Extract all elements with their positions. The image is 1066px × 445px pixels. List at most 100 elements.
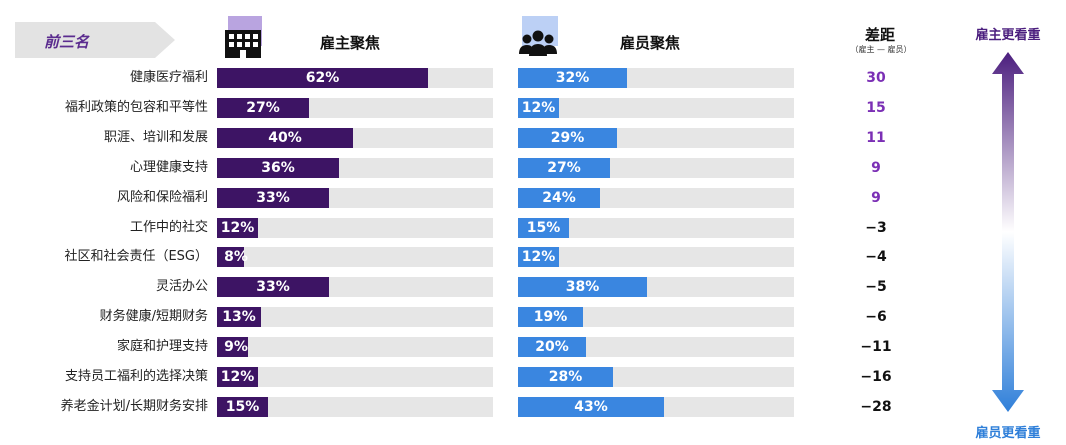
top-three-tag-shape: [15, 22, 175, 58]
employee-bar: [518, 158, 610, 178]
employer-value-label: 8%: [224, 249, 248, 265]
people-icon: [516, 16, 560, 58]
employer-bar: [217, 337, 248, 357]
employee-value-label: 32%: [555, 70, 590, 86]
double-arrow-icon: [992, 52, 1024, 412]
employee-bar-track: 32%: [518, 68, 794, 88]
employer-value-label: 9%: [224, 339, 248, 355]
employee-bar: [518, 337, 586, 357]
employee-value-label: 29%: [550, 130, 585, 146]
employee-bar: [518, 307, 583, 327]
employee-bar-track: 19%: [518, 307, 794, 327]
employer-value-label: 36%: [261, 160, 295, 176]
employer-bar: [217, 397, 268, 417]
employee-bar: [518, 188, 600, 208]
employee-bar: [518, 277, 647, 297]
gap-value: −11: [860, 339, 892, 355]
gap-value: 30: [866, 70, 886, 86]
employer-bar-track: 13%: [217, 307, 493, 327]
employer-bar: [217, 98, 309, 118]
arrow-bottom-label: 雇员更看重: [975, 426, 1041, 441]
employer-bar: [217, 68, 428, 88]
gap-value: −3: [865, 220, 887, 236]
employee-bar: [518, 128, 617, 148]
arrow-top-label: 雇主更看重: [975, 28, 1041, 43]
employer-bar-track: 9%: [217, 337, 493, 357]
gap-value: 9: [871, 160, 881, 176]
gap-subtitle: （雇主 — 雇员）: [850, 45, 912, 54]
employee-bar-track: 38%: [518, 277, 794, 297]
employer-bar-track: 12%: [217, 218, 493, 238]
employee-bar: [518, 247, 559, 267]
employer-title: 雇主聚焦: [320, 34, 381, 52]
employee-bar-track: 12%: [518, 98, 794, 118]
top-three-tag: 前三名: [44, 33, 90, 51]
employer-bar: [217, 158, 339, 178]
employee-value-label: 15%: [526, 220, 561, 236]
employee-bar: [518, 98, 559, 118]
employer-bar-track: 62%: [217, 68, 493, 88]
employee-bar-track: 20%: [518, 337, 794, 357]
employer-bar-track: 33%: [217, 277, 493, 297]
gap-value: −5: [865, 279, 887, 295]
employee-title: 雇员聚焦: [620, 34, 681, 52]
employer-value-label: 12%: [220, 369, 255, 385]
employee-value-label: 24%: [542, 190, 576, 206]
category-label: 家庭和护理支持: [116, 339, 208, 354]
employer-value-label: 13%: [222, 309, 256, 325]
employee-bar: [518, 367, 613, 387]
employer-value-label: 62%: [305, 70, 340, 86]
employer-bar-track: 40%: [217, 128, 493, 148]
employee-bar-track: 29%: [518, 128, 794, 148]
employee-value-label: 20%: [535, 339, 569, 355]
category-label: 福利政策的包容和平等性: [64, 100, 208, 115]
category-label: 养老金计划/长期财务安排: [60, 399, 208, 414]
employer-bar-track: 15%: [217, 397, 493, 417]
category-label: 工作中的社交: [129, 220, 208, 235]
category-label: 社区和社会责任（ESG）: [64, 249, 208, 264]
employer-value-label: 33%: [256, 279, 290, 295]
employee-bar-track: 43%: [518, 397, 794, 417]
gap-value: −4: [865, 249, 887, 265]
employer-bar: [217, 218, 258, 238]
category-label: 健康医疗福利: [129, 70, 208, 85]
employee-value-label: 27%: [547, 160, 581, 176]
employee-value-label: 12%: [521, 100, 556, 116]
employee-bar: [518, 397, 664, 417]
gap-value: −28: [860, 399, 892, 415]
employer-bar: [217, 247, 244, 267]
employee-value-label: 38%: [565, 279, 600, 295]
employer-bar-track: 8%: [217, 247, 493, 267]
employer-value-label: 27%: [246, 100, 280, 116]
employee-bar-track: 27%: [518, 158, 794, 178]
category-label: 灵活办公: [155, 279, 208, 294]
employer-bar-track: 12%: [217, 367, 493, 387]
category-label: 心理健康支持: [129, 160, 208, 175]
category-label: 风险和保险福利: [116, 190, 208, 205]
gap-title: 差距: [864, 26, 895, 44]
employer-value-label: 33%: [256, 190, 290, 206]
employer-bar: [217, 128, 353, 148]
employer-bar-track: 33%: [217, 188, 493, 208]
employee-bar-track: 15%: [518, 218, 794, 238]
employee-value-label: 28%: [548, 369, 583, 385]
gap-value: 15: [866, 100, 886, 116]
employee-bar-track: 12%: [518, 247, 794, 267]
category-label: 财务健康/短期财务: [99, 309, 208, 324]
category-label: 支持员工福利的选择决策: [64, 369, 208, 384]
employer-bar: [217, 188, 329, 208]
gap-value: 11: [866, 130, 886, 146]
gap-value: −6: [865, 309, 887, 325]
employee-bar: [518, 218, 569, 238]
gap-value: −16: [860, 369, 892, 385]
employer-bar: [217, 367, 258, 387]
employer-value-label: 12%: [220, 220, 255, 236]
employer-bar-track: 27%: [217, 98, 493, 118]
employer-value-label: 15%: [225, 399, 260, 415]
employee-value-label: 43%: [574, 399, 608, 415]
employee-value-label: 19%: [533, 309, 568, 325]
employer-bar: [217, 277, 329, 297]
category-label: 职涯、培训和发展: [103, 130, 208, 145]
employee-bar: [518, 68, 627, 88]
employee-bar-track: 28%: [518, 367, 794, 387]
